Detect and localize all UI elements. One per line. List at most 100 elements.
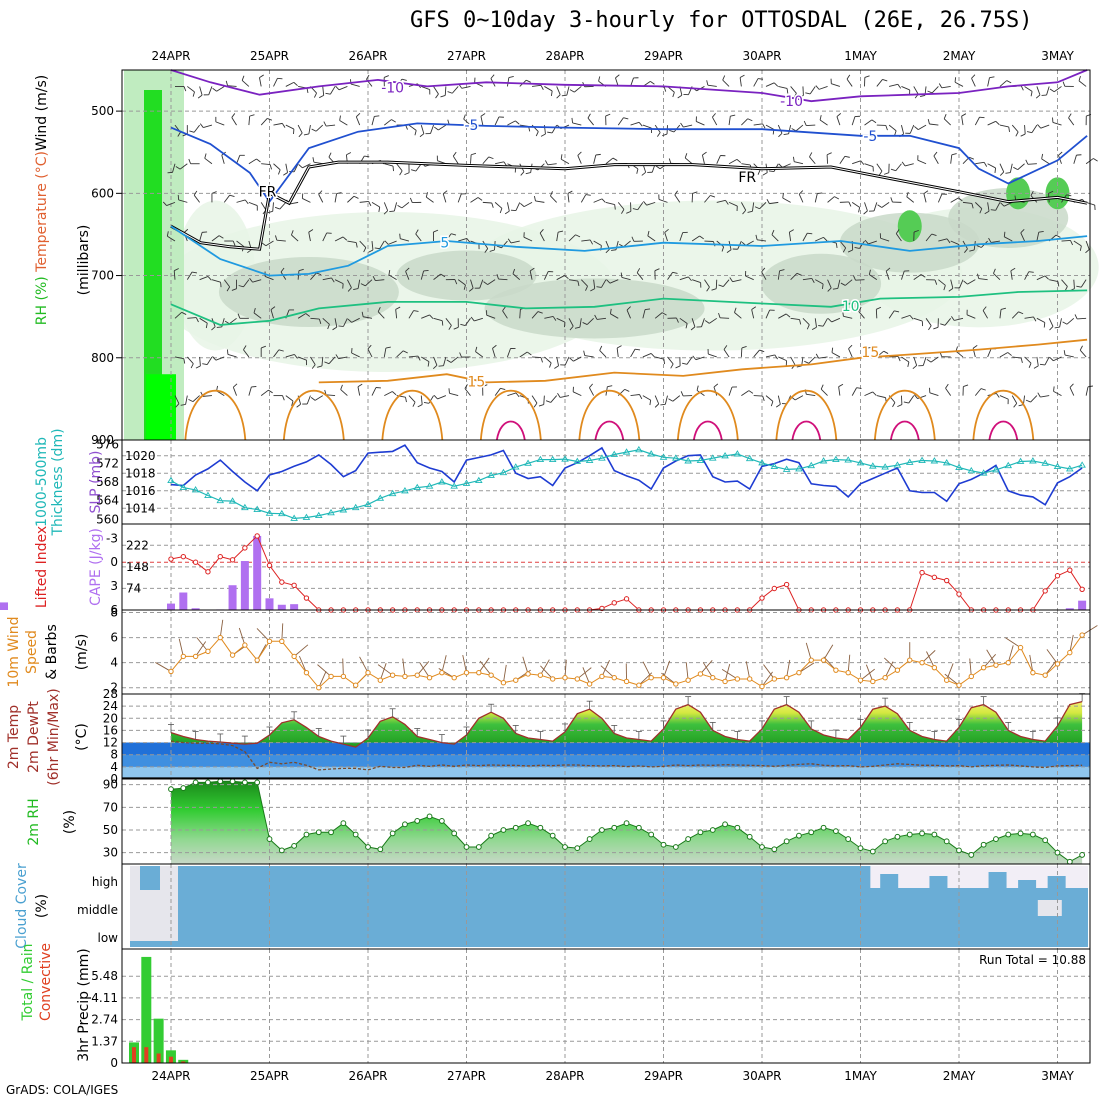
- wind-barb: [487, 279, 496, 285]
- wind-barb-flag: [999, 171, 1005, 176]
- wind-barb-flag: [547, 131, 553, 134]
- wind10m-points-point: [513, 677, 519, 683]
- wind-barb-flag: [1039, 363, 1046, 366]
- thickness-marker: [191, 486, 200, 493]
- wind-barb-flag: [392, 391, 397, 396]
- wind-barb-flag: [527, 351, 532, 356]
- contour-label: FR: [259, 185, 277, 201]
- wind-barb-flag: [554, 365, 559, 369]
- wind-barb: [1031, 124, 1038, 133]
- wind-barb: [539, 232, 545, 242]
- wind-barb: [913, 317, 923, 322]
- lifted-index-points-point: [279, 579, 285, 585]
- wind-barb: [798, 193, 804, 203]
- wind-barb: [933, 155, 939, 164]
- rh-points-point: [746, 833, 753, 840]
- wind-barb-flag: [791, 128, 797, 132]
- wind-barb-flag: [204, 153, 207, 159]
- wind10m-barb: [865, 664, 874, 682]
- wind-barb-flag: [550, 90, 553, 96]
- wind-barb: [346, 279, 352, 288]
- wind-barb: [308, 125, 311, 135]
- cloud-level-label: low: [98, 931, 119, 945]
- wind-barb: [566, 86, 570, 96]
- wind-barb: [322, 86, 325, 96]
- lifted-index-points-point: [759, 595, 765, 601]
- wind10m-ylabel-units: (m/s): [74, 634, 90, 671]
- wind-barb-flag: [610, 308, 612, 314]
- wind-barb: [1080, 279, 1087, 288]
- cape-bar: [0, 602, 8, 610]
- wind-barb-flag: [1030, 91, 1033, 97]
- wind10m-barb: [702, 662, 714, 678]
- wind-barb: [626, 309, 631, 319]
- wind-barb: [248, 116, 251, 126]
- wind10m-points-point: [463, 669, 470, 676]
- wind-barb-flag: [747, 118, 753, 122]
- wind-barb-flag: [914, 126, 919, 130]
- wind-barb: [701, 318, 705, 327]
- wind10m-barb: [860, 668, 875, 681]
- grads-credit: GrADS: COLA/IGES: [6, 1083, 119, 1097]
- wind-barb: [1020, 232, 1025, 242]
- cape-ylabel-part: CAPE (J/kg): [88, 528, 104, 606]
- wind-barb-flag: [268, 389, 273, 394]
- wind-barb-flag: [676, 317, 679, 323]
- wind10m-barb: [540, 665, 554, 680]
- thickness-marker: [511, 463, 520, 470]
- rh-points-point: [537, 824, 544, 831]
- wind-barb-flag: [1038, 230, 1044, 233]
- wind-barb-flag: [926, 358, 932, 363]
- wind-barb: [572, 391, 582, 397]
- wind-barb: [794, 395, 804, 401]
- wind10m-barb: [318, 671, 327, 688]
- wind-barb-flag: [313, 92, 317, 98]
- wind-barb: [474, 317, 483, 322]
- lifted-index-points-point: [217, 553, 223, 560]
- thickness-marker: [475, 476, 483, 484]
- lifted-index-points-point: [931, 574, 938, 581]
- wind-barb: [260, 118, 268, 126]
- wind-barb-flag: [183, 358, 186, 364]
- wind-barb-flag: [739, 74, 745, 78]
- wind-barb: [788, 232, 792, 242]
- wind-barb: [421, 314, 430, 319]
- wind-barb: [248, 158, 257, 165]
- wind-barb-flag: [692, 355, 697, 361]
- thickness-marker: [548, 455, 557, 463]
- wind-barb-flag: [761, 267, 766, 273]
- wind-barb: [334, 279, 344, 285]
- wind-barb-flag: [675, 365, 681, 369]
- thickness-marker: [228, 497, 237, 504]
- wind-ytick-label: 4: [110, 656, 118, 670]
- wind-barb: [722, 79, 730, 87]
- temp-contour-diurnal: [184, 389, 247, 441]
- wind-barb-flag: [399, 170, 403, 176]
- wind-barb-flag: [267, 210, 273, 214]
- minmax-ylabel: (6hr Min/Max): [46, 688, 62, 785]
- wind-barb: [1041, 158, 1050, 165]
- wind-barb: [943, 118, 952, 126]
- thickness-marker: [290, 514, 298, 521]
- wind-barb: [322, 317, 330, 325]
- wind-barb: [913, 86, 919, 95]
- wind-barb-flag: [347, 287, 352, 292]
- wind-barb: [959, 279, 964, 289]
- wind10m-barb: [219, 619, 224, 638]
- thickness-marker: [721, 451, 729, 459]
- wind-barb: [741, 163, 751, 166]
- wind-barb-flag: [885, 267, 891, 272]
- wind-barb-flag: [621, 209, 625, 214]
- lifted-index-points-point: [943, 577, 950, 584]
- wind-barb: [741, 118, 749, 126]
- wind-barb-flag: [663, 359, 665, 365]
- wind-barb: [987, 77, 990, 87]
- wind-barb-flag: [1049, 88, 1055, 93]
- wind-barb-flag: [631, 236, 635, 242]
- top-date-label: 27APR: [447, 49, 486, 63]
- lifted-index-points-point: [611, 600, 617, 606]
- wind-barb: [617, 202, 625, 210]
- wind-barb-flag: [177, 132, 181, 137]
- wind-barb-flag: [933, 151, 938, 157]
- wind-barb-flag: [972, 344, 978, 349]
